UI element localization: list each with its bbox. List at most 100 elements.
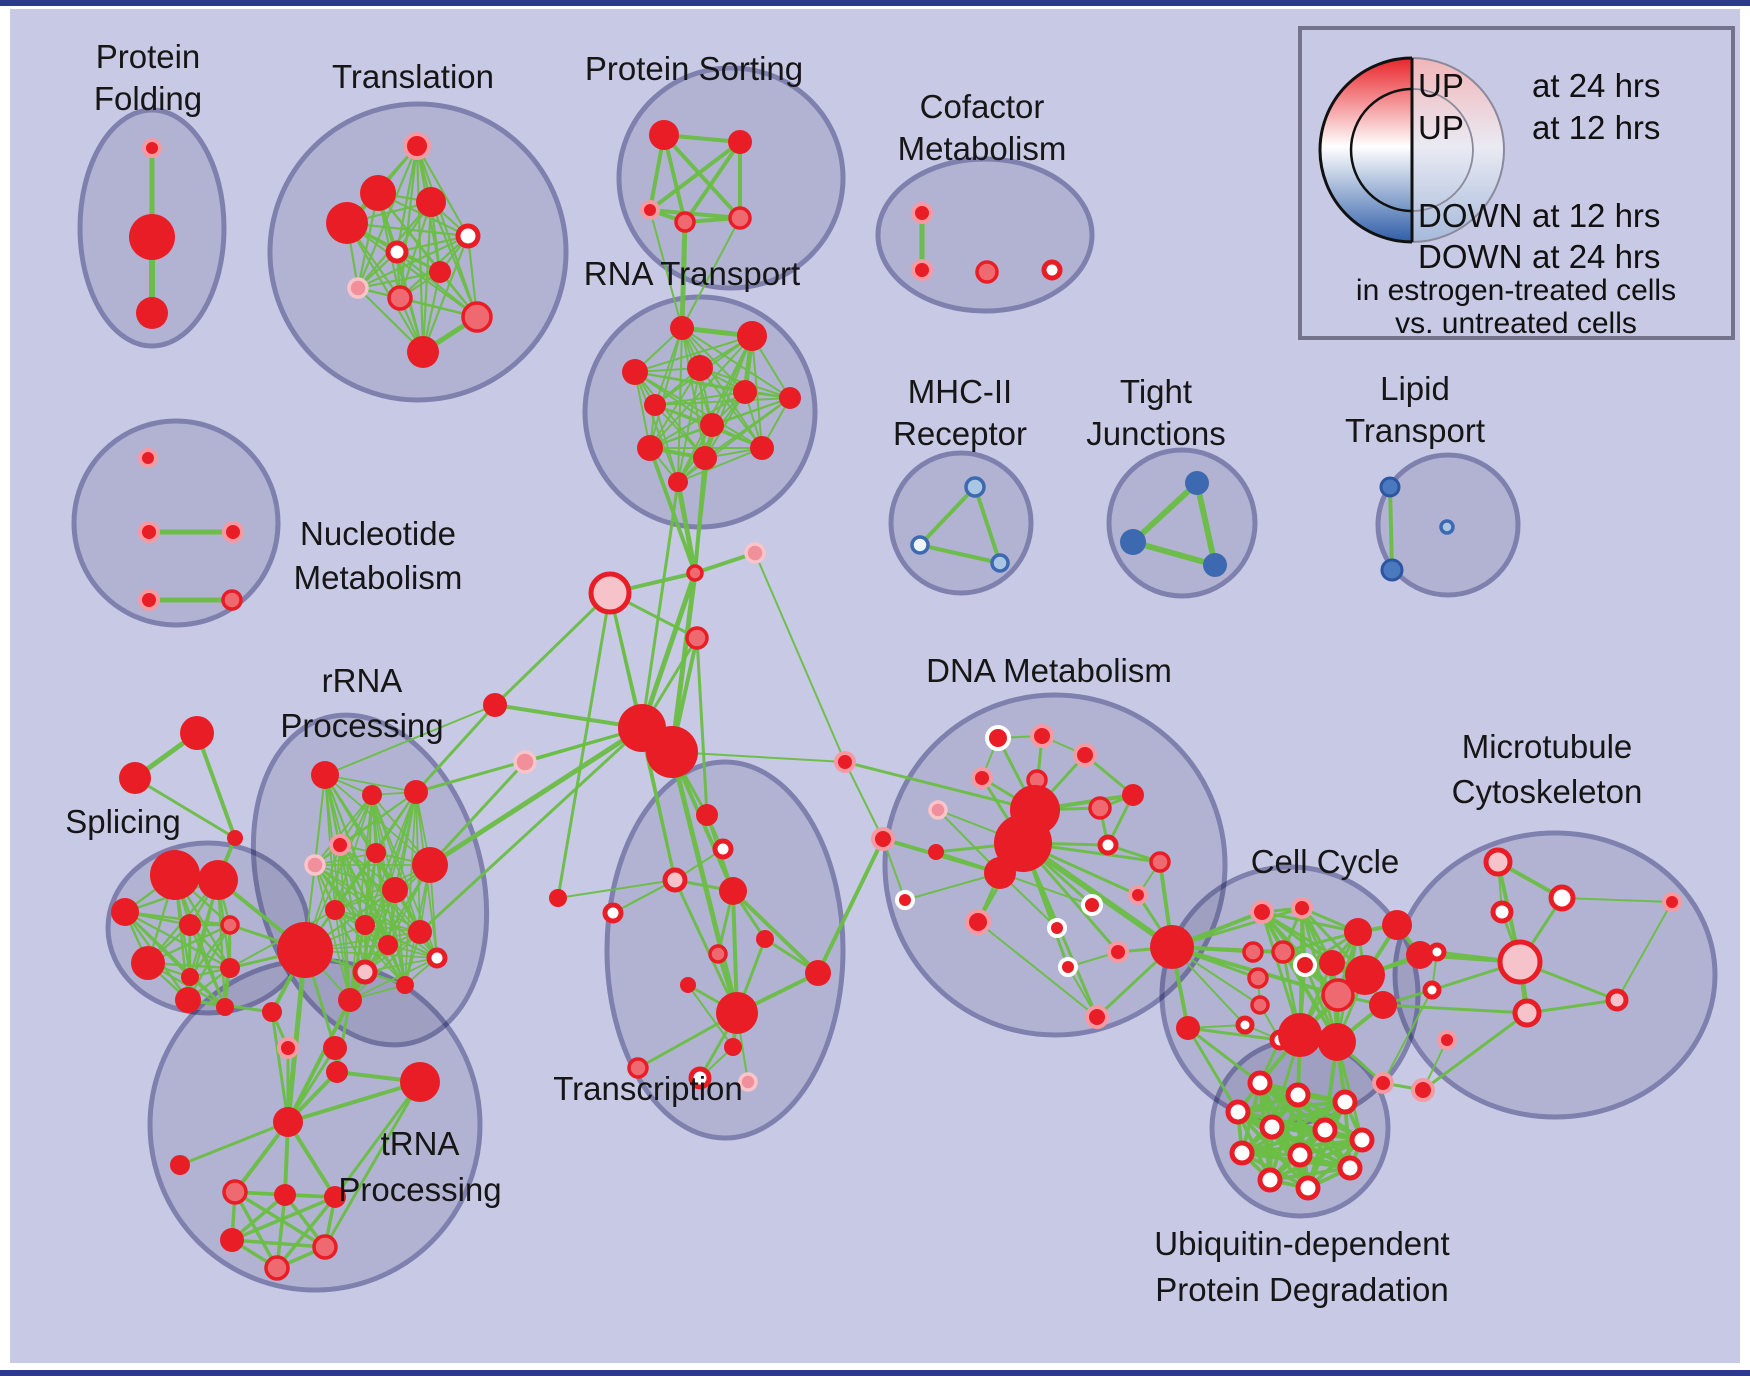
node-dm4 (971, 767, 993, 789)
edge-rr5-rr8 (314, 864, 396, 891)
node-txj (724, 1038, 742, 1056)
node-tn6 (273, 1107, 303, 1137)
node-g1 (483, 693, 507, 717)
cluster-label-dna-metabolism: DNA Metabolism (926, 652, 1172, 689)
node-mt4 (1497, 939, 1543, 985)
node-rt8 (700, 413, 724, 437)
edge-rr8-rr15 (394, 889, 406, 986)
node-m3 (990, 553, 1010, 573)
edge-rt6-rt7 (654, 397, 791, 406)
node-rr11 (378, 935, 398, 955)
node-ps2 (728, 130, 752, 154)
edge-rr9-rr15 (334, 909, 406, 986)
node-sp3 (111, 898, 139, 926)
node-tn3 (400, 1062, 440, 1102)
edge-sp5-sp7 (188, 923, 232, 979)
edge-dm10-dmcc (1020, 840, 1175, 950)
node-cc2 (1291, 897, 1313, 919)
edge-l1-l2 (1388, 485, 1394, 572)
edge-dm23-dm17 (977, 921, 1098, 1018)
node-rt9 (637, 435, 663, 461)
legend-down12-time: at 12 hrs (1532, 197, 1660, 234)
edge-ub4-ub11 (1236, 1110, 1272, 1182)
node-mt8 (1605, 988, 1629, 1012)
node-mt9 (1662, 892, 1682, 912)
cluster-label-tight-junctions: Tight (1120, 373, 1192, 410)
edge-dm24-dm11 (904, 872, 1001, 901)
node-mt7 (1512, 998, 1542, 1028)
node-cc13 (1235, 1015, 1255, 1035)
node-dm16 (1058, 957, 1078, 977)
node-nm3 (222, 521, 244, 543)
edge-tr6-tr10 (421, 234, 470, 354)
node-tr4 (416, 187, 446, 217)
node-ub12 (1295, 1175, 1321, 1201)
node-nm2 (138, 521, 160, 543)
node-rt5 (733, 380, 757, 404)
edge-ps5-rt1 (681, 217, 741, 329)
node-cc4 (1382, 910, 1412, 940)
cluster-label-nucleotide-metabolism: Metabolism (294, 559, 463, 596)
node-cc17 (1345, 955, 1385, 995)
node-tr1 (403, 132, 431, 160)
cluster-tight-junctions (1106, 447, 1258, 599)
edge-rt2-rt3 (634, 335, 753, 373)
edge-rr13-rr17 (349, 957, 438, 1001)
node-tr10 (407, 336, 439, 368)
edge-tn6-tn2 (270, 1010, 290, 1124)
node-sp7 (181, 968, 199, 986)
edge-ps2-ps4 (683, 140, 742, 224)
cluster-label-mhc-ii-receptor: MHC-II (908, 373, 1012, 410)
node-tn12 (312, 1234, 338, 1260)
node-cc5 (1406, 941, 1434, 969)
edge-rt4-rt9 (649, 367, 701, 449)
node-m2 (910, 535, 930, 555)
edge-tr1-tr6 (415, 144, 470, 238)
node-ub11 (1257, 1167, 1283, 1193)
legend-down12-dir: DOWN (1418, 197, 1522, 234)
legend-up24-dir: UP (1418, 67, 1464, 104)
node-rr13 (426, 947, 448, 969)
node-cc9 (1319, 950, 1345, 976)
cluster-cofactor-metabolism (875, 156, 1095, 314)
node-ub8 (1229, 1140, 1255, 1166)
edge-tr3-tr11 (345, 221, 479, 319)
cluster-label-protein-folding: Folding (94, 80, 202, 117)
node-tr11 (461, 301, 493, 333)
legend-outer-circle-right-arc (1411, 57, 1505, 243)
edge-dmcc2-ub1 (1186, 1026, 1262, 1085)
node-tr6 (455, 223, 481, 249)
node-rr16 (277, 922, 333, 978)
node-rr15 (396, 976, 414, 994)
cluster-label-mhc-ii-receptor: Receptor (893, 415, 1027, 452)
node-cc10 (1321, 978, 1355, 1012)
legend-ring (1318, 56, 1505, 244)
node-rt10 (693, 446, 717, 470)
node-tr9 (387, 285, 413, 311)
legend: UP at 24 hrs UP at 12 hrs DOWN at 12 hrs… (1298, 26, 1735, 340)
edge-g1-rr1 (324, 704, 496, 776)
cluster-label-microtubule-cytoskeleton: Cytoskeleton (1452, 773, 1643, 810)
edge-tr1-tr11 (415, 144, 479, 319)
node-mt3 (1490, 900, 1514, 924)
node-t2 (1120, 529, 1146, 555)
node-txn (738, 1072, 758, 1092)
node-rr5 (304, 854, 326, 876)
edge-m2-m3 (918, 543, 1002, 565)
node-ub5 (1259, 1114, 1285, 1140)
node-dm22 (1107, 941, 1129, 963)
edge-dmcc2-cc14 (1186, 1026, 1282, 1042)
edge-h1-rr7 (427, 725, 645, 868)
edge-dmcc2-ub4 (1186, 1026, 1240, 1114)
node-rt6 (779, 387, 801, 409)
node-st3 (227, 830, 243, 846)
edge-dmcc-cc2 (1170, 906, 1304, 949)
edge-g1-h1 (493, 703, 644, 730)
node-tr5 (385, 240, 409, 264)
cluster-label-microtubule-cytoskeleton: Microtubule (1462, 728, 1633, 765)
edge-mt2-mt9 (1561, 897, 1673, 903)
node-rr2 (362, 785, 382, 805)
legend-footer-line1: in estrogen-treated cells (1356, 274, 1676, 307)
node-rr10 (355, 915, 375, 935)
